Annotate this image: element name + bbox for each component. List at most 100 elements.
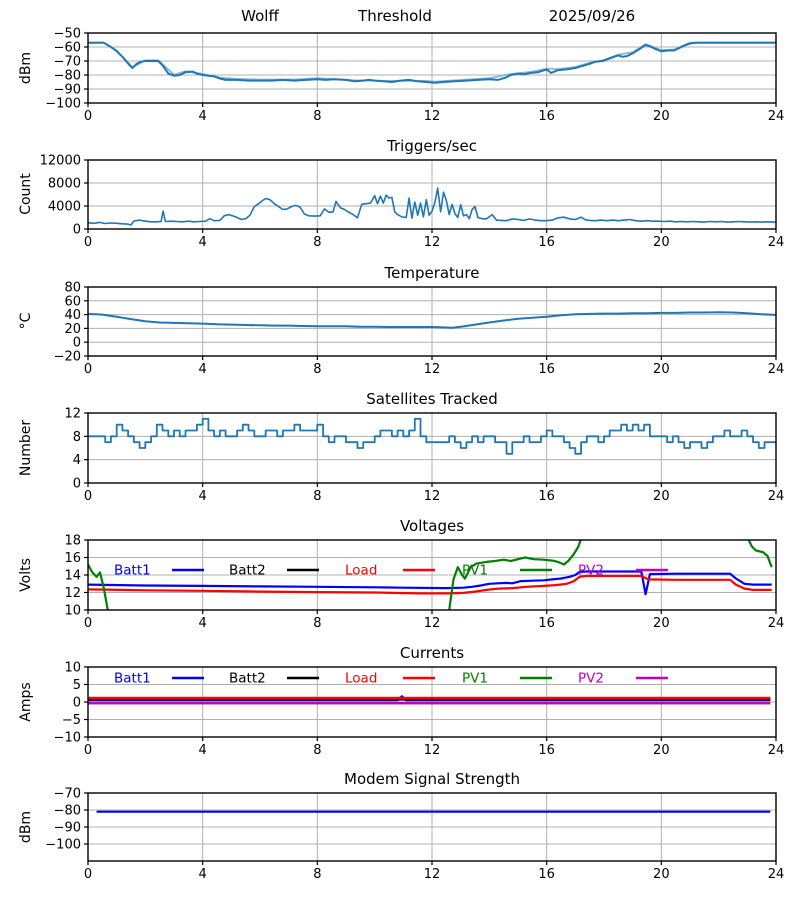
svg-text:−60: −60: [54, 41, 81, 56]
svg-text:0: 0: [73, 696, 81, 711]
svg-text:0: 0: [84, 867, 92, 882]
svg-text:20: 20: [653, 489, 670, 504]
svg-text:12: 12: [424, 489, 441, 504]
svg-text:24: 24: [768, 362, 785, 377]
svg-text:−80: −80: [54, 804, 81, 819]
svg-text:Batt1: Batt1: [114, 563, 151, 579]
svg-text:8: 8: [313, 867, 321, 882]
svg-text:8: 8: [313, 362, 321, 377]
svg-text:16: 16: [538, 867, 555, 882]
svg-text:20: 20: [653, 867, 670, 882]
svg-text:Batt2: Batt2: [229, 563, 266, 579]
svg-text:0: 0: [84, 235, 92, 250]
panel-temperature: 0 4 8 12 16 20 24 −20 0 20 40 60 80 Temperature °C: [0, 257, 800, 383]
svg-text:PV1: PV1: [462, 671, 488, 687]
svg-text:0: 0: [73, 336, 81, 351]
svg-text:16: 16: [538, 616, 555, 631]
svg-text:12: 12: [64, 407, 81, 422]
svg-text:16: 16: [538, 235, 555, 250]
panel-voltages: 0 4 8 12 16 20 24 10 12 14 16 18 Batt1 Batt2 Load PV1 PV…: [0, 510, 800, 637]
svg-text:12: 12: [424, 109, 441, 124]
satellites-chart: 0 4 8 12 16 20 24 0 4 8 12: [64, 407, 785, 505]
y-axis-label-volts: Volts: [18, 558, 34, 592]
svg-text:−20: −20: [54, 350, 81, 365]
svg-text:0: 0: [84, 743, 92, 758]
svg-text:4: 4: [199, 867, 207, 882]
svg-text:20: 20: [653, 743, 670, 758]
modem-chart: 0 4 8 12 16 20 24 −100 −90 −80 −70: [45, 787, 784, 883]
svg-text:0: 0: [84, 616, 92, 631]
svg-text:12: 12: [424, 362, 441, 377]
svg-text:4000: 4000: [48, 200, 81, 215]
panel-satellites: 0 4 8 12 16 20 24 0 4 8 12 Satellites Tracked Numb…: [0, 383, 800, 510]
svg-text:20: 20: [653, 616, 670, 631]
svg-text:4: 4: [73, 453, 81, 468]
svg-text:−100: −100: [45, 97, 81, 112]
svg-text:10: 10: [64, 661, 81, 676]
panel-modem: 0 4 8 12 16 20 24 −100 −90 −80 −70 Modem Signal St…: [0, 763, 800, 900]
svg-text:24: 24: [768, 616, 785, 631]
svg-text:12: 12: [424, 235, 441, 250]
panel-threshold: 0 4 8 12 16 20 24 −100 −90 −80 −70 −60 −50 Wolff Thr…: [0, 0, 800, 130]
svg-text:16: 16: [538, 489, 555, 504]
svg-text:60: 60: [64, 294, 81, 309]
svg-text:24: 24: [768, 489, 785, 504]
svg-text:5: 5: [73, 678, 81, 693]
svg-text:10: 10: [64, 604, 81, 619]
svg-text:20: 20: [653, 235, 670, 250]
svg-text:−5: −5: [62, 713, 81, 728]
svg-text:PV2: PV2: [578, 563, 604, 579]
svg-text:16: 16: [538, 109, 555, 124]
svg-text:0: 0: [84, 109, 92, 124]
svg-text:PV1: PV1: [462, 563, 488, 579]
panel-title-currents: Currents: [399, 644, 465, 662]
svg-text:−90: −90: [54, 83, 81, 98]
panel-currents: 0 4 8 12 16 20 24 −10 −5 0 5 10 Batt1 Batt2 Load PV1 PV2…: [0, 637, 800, 763]
svg-text:8: 8: [313, 489, 321, 504]
svg-text:4: 4: [199, 743, 207, 758]
date-label: 2025/09/26: [548, 7, 636, 25]
svg-text:8000: 8000: [48, 177, 81, 192]
svg-text:8: 8: [313, 616, 321, 631]
svg-text:Batt1: Batt1: [114, 671, 151, 687]
y-axis-label-amps: Amps: [18, 682, 34, 722]
svg-text:16: 16: [538, 362, 555, 377]
y-axis-label-number: Number: [18, 419, 34, 477]
svg-text:4: 4: [199, 489, 207, 504]
y-axis-label-degc: °C: [18, 312, 34, 330]
svg-text:−50: −50: [54, 27, 81, 42]
panel-title-satellites: Satellites Tracked: [366, 390, 498, 408]
svg-text:18: 18: [64, 534, 81, 549]
svg-text:12: 12: [424, 743, 441, 758]
svg-text:0: 0: [73, 223, 81, 238]
panel-triggers: 0 4 8 12 16 20 24 0 4000 8000 12000 Triggers/sec C…: [0, 130, 800, 257]
panel-title-temperature: Temperature: [384, 264, 480, 282]
svg-text:20: 20: [653, 362, 670, 377]
svg-text:20: 20: [64, 322, 81, 337]
svg-text:−70: −70: [54, 55, 81, 70]
panel-title-triggers: Triggers/sec: [387, 137, 477, 155]
svg-text:14: 14: [64, 569, 81, 584]
svg-text:Batt2: Batt2: [229, 671, 266, 687]
threshold-chart: 0 4 8 12 16 20 24 −100−90−80−70−60−50: [45, 27, 785, 125]
svg-text:24: 24: [768, 743, 785, 758]
svg-text:Load: Load: [345, 563, 377, 579]
svg-text:8: 8: [73, 430, 81, 445]
svg-text:8: 8: [313, 235, 321, 250]
svg-text:12000: 12000: [40, 154, 81, 169]
svg-text:24: 24: [768, 109, 785, 124]
svg-text:−70: −70: [54, 787, 81, 802]
svg-text:4: 4: [199, 109, 207, 124]
y-axis-label-dbm: dBm: [18, 51, 34, 85]
voltages-chart: 0 4 8 12 16 20 24 10 12 14 16 18 Batt1 Batt2 Load PV1 PV…: [64, 534, 785, 632]
panel-title-voltages: Voltages: [399, 517, 465, 535]
svg-text:−100: −100: [45, 838, 81, 853]
panel-title-threshold: Threshold: [358, 7, 432, 25]
svg-text:12: 12: [424, 616, 441, 631]
y-axis-label-count: Count: [18, 173, 34, 215]
svg-text:−90: −90: [54, 821, 81, 836]
svg-text:8: 8: [313, 743, 321, 758]
svg-text:80: 80: [64, 281, 81, 296]
